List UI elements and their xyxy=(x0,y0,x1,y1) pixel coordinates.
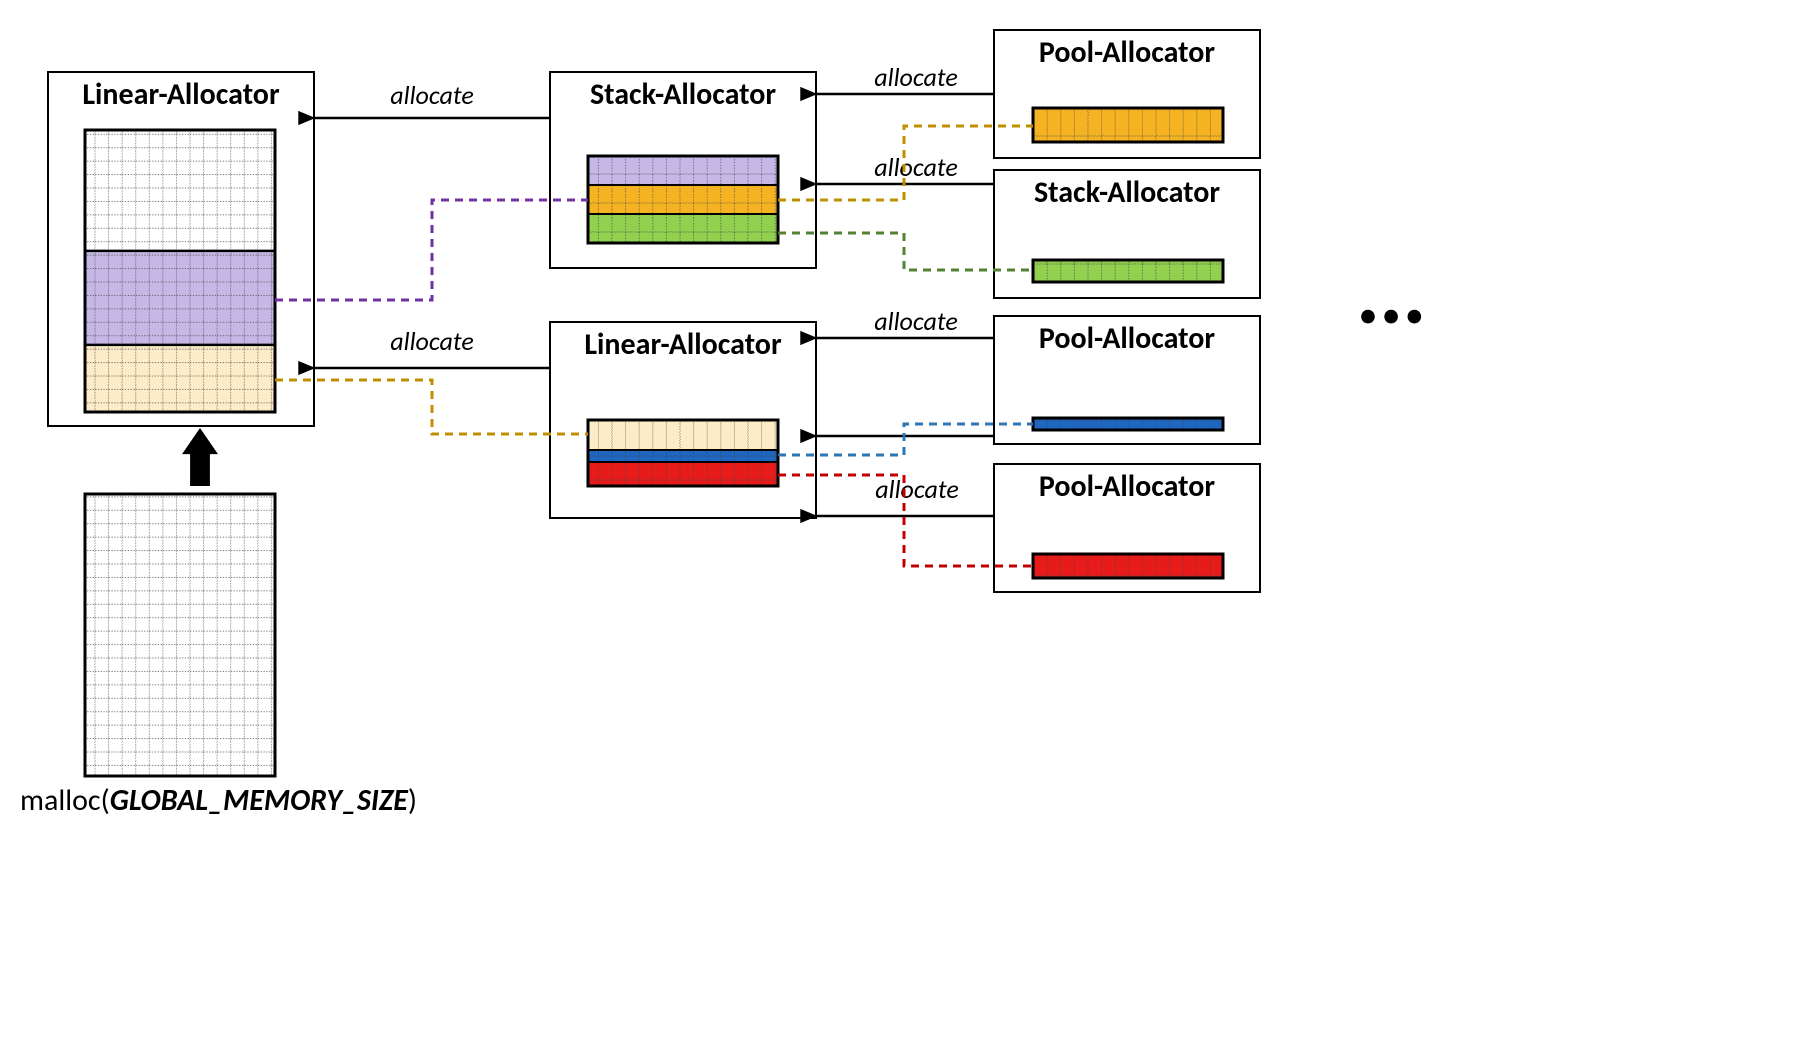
linear2-title: Linear-Allocator xyxy=(584,326,782,363)
pool3-title: Pool-Allocator xyxy=(1039,468,1216,505)
linear2-bars xyxy=(588,420,778,486)
up-arrow-icon xyxy=(182,428,218,486)
malloc-memory xyxy=(85,494,275,776)
stack2-bar xyxy=(1033,260,1223,282)
pool3-bar xyxy=(1033,554,1223,578)
mapping-edge xyxy=(275,200,588,300)
allocate-label: allocate xyxy=(390,79,474,111)
mapping-edge xyxy=(275,380,588,434)
pool1-bar xyxy=(1033,108,1223,142)
stack1-title: Stack-Allocator xyxy=(590,76,776,113)
malloc-caption: malloc(GLOBAL_MEMORY_SIZE) xyxy=(20,782,417,819)
allocate-label: allocate xyxy=(874,151,958,183)
allocate-label: allocate xyxy=(390,325,474,357)
pool2-title: Pool-Allocator xyxy=(1039,320,1216,357)
stack2-title: Stack-Allocator xyxy=(1034,174,1220,211)
ellipsis: • • • xyxy=(1360,296,1422,335)
allocate-label: allocate xyxy=(874,305,958,337)
pool1-title: Pool-Allocator xyxy=(1039,34,1216,71)
linear1-title: Linear-Allocator xyxy=(82,76,280,113)
allocate-label: allocate xyxy=(875,473,959,505)
pool2-bar xyxy=(1033,418,1223,430)
allocate-label: allocate xyxy=(874,61,958,93)
stack1-bars xyxy=(588,156,778,243)
linear1-memory xyxy=(85,130,275,412)
